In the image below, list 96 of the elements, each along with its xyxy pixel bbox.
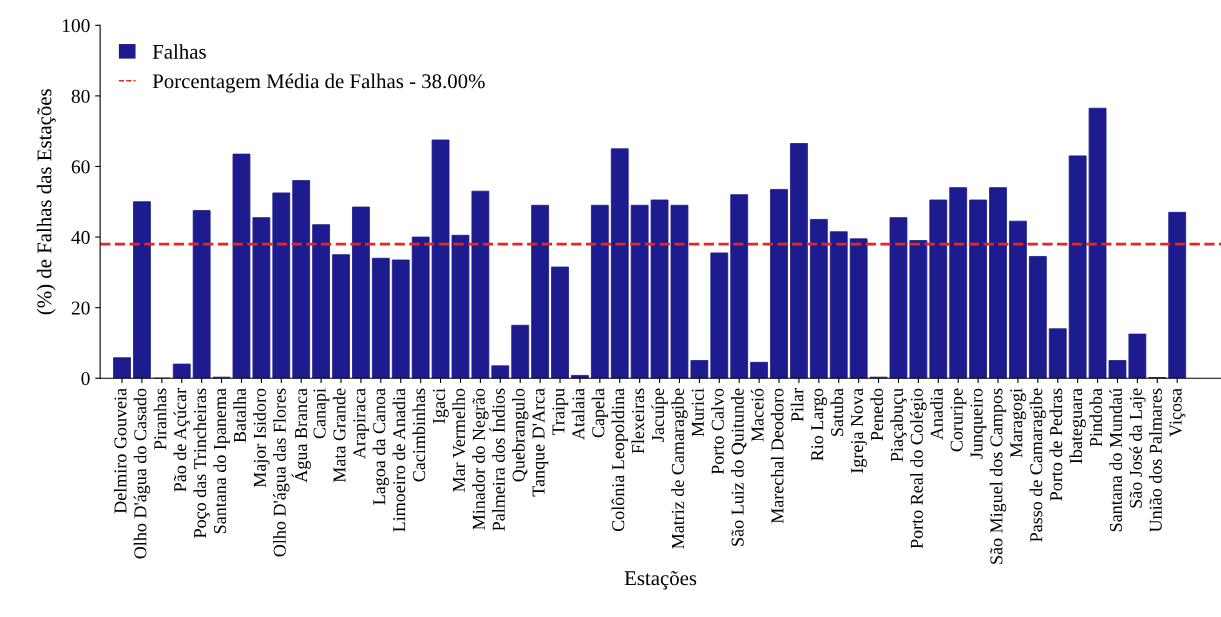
y-tick-label: 80 [71, 89, 90, 103]
x-tick-label: Santana do Ipanema [213, 388, 230, 534]
bar [750, 361, 768, 379]
x-tick-label: Minador do Negrão [472, 388, 489, 530]
x-tick-label: Pindoba [1089, 388, 1103, 447]
x-tick-label: Porto Real do Colégio [910, 388, 927, 549]
x-tick-label: Anadia [930, 388, 943, 440]
bar [531, 204, 549, 379]
x-tick-label: Delmiro Gouveia [113, 388, 127, 514]
x-tick-label: Santana do Mundaú [1109, 388, 1122, 532]
x-tick-label: Batalha [233, 388, 246, 443]
y-axis-title: (%) de Falhas das Estações [36, 89, 56, 315]
y-tick-label: 60 [71, 160, 90, 174]
bar [511, 324, 530, 379]
x-tick-label: Passo de Camaragibe [1029, 388, 1047, 542]
y-tick-label: 40 [71, 230, 90, 244]
x-tick-label: Satuba [830, 388, 844, 436]
bar [730, 194, 749, 379]
bar [292, 180, 311, 379]
bar [172, 363, 191, 379]
x-tick-label: Cacimbinhas [412, 388, 426, 482]
bar [551, 266, 569, 379]
x-tick-label: Colônia Leopoldina [611, 388, 628, 532]
bar [491, 365, 510, 379]
x-tick-label: Piranhas [153, 388, 167, 450]
legend-label: Porcentagem Média de Falhas - 38.00% [152, 73, 485, 93]
x-tick-label: Marechal Deodoro [770, 388, 784, 524]
x-tick-label: Pão de Açúcar [173, 388, 190, 492]
bar [590, 204, 609, 379]
bar [770, 188, 788, 379]
x-tick-label: Ibateguara [1069, 388, 1086, 464]
x-tick-label: Pilar [790, 388, 804, 422]
bar [929, 199, 948, 379]
x-tick-label: Mata Grande [332, 388, 346, 483]
x-tick-label: Lagoa da Canoa [372, 388, 390, 505]
bar [371, 257, 390, 379]
x-tick-label: Coruripe [950, 388, 967, 452]
x-tick-label: Flexeiras [631, 388, 645, 454]
y-tick-label: 100 [62, 19, 90, 33]
x-tick-label: Rio Largo [811, 388, 828, 461]
bar [133, 201, 151, 379]
x-tick-label: Matriz de Camaragibe [671, 388, 688, 549]
x-tick-label: Junqueiro [970, 388, 987, 459]
bar [1048, 328, 1067, 379]
y-tick-label: 20 [71, 301, 90, 315]
x-tick-label: Canapi [313, 388, 330, 439]
x-tick-label: São José da Laje [1129, 388, 1146, 508]
bar [1168, 211, 1187, 379]
x-tick-label: Limoeiro de Anadia [392, 388, 406, 532]
x-tick-label: Poço das Trincheiras [193, 388, 210, 538]
bar [710, 252, 729, 379]
x-tick-label: Penedo [870, 388, 884, 441]
x-axis-title: Estações [624, 570, 697, 590]
x-tick-label: Porto de Pedras [1049, 388, 1063, 501]
x-tick-label: Mar Vermelho [452, 388, 466, 492]
x-tick-label: Água Branca [291, 388, 311, 483]
bar [790, 143, 808, 379]
x-tick-label: Olho D'água das Flores [273, 388, 290, 557]
x-tick-label: Maceió [750, 388, 764, 442]
bar [391, 259, 410, 379]
x-tick-label: Palmeira dos Índios [489, 388, 505, 531]
x-tick-label: Major Isidoro [253, 388, 270, 488]
bar [332, 254, 350, 379]
legend-label: Falhas [152, 44, 206, 59]
x-tick-label: Piaçabuçu [890, 388, 907, 462]
x-tick-label: Igreja Nova [850, 388, 867, 474]
x-tick-label: União dos Palmares [1149, 388, 1162, 532]
bar [949, 187, 968, 379]
bar [1009, 220, 1027, 379]
x-tick-label: Quebrangulo [511, 388, 529, 482]
x-tick-label: Arapiraca [353, 388, 370, 459]
x-tick-label: Traipu [552, 388, 569, 436]
x-tick-label: Capela [591, 388, 609, 438]
bar [113, 357, 131, 379]
x-tick-label: Tanque D'Arca [532, 388, 549, 497]
bar [809, 218, 828, 379]
bar [312, 224, 330, 379]
bar [352, 206, 370, 379]
x-tick-label: São Miguel dos Campos [989, 388, 1007, 564]
bar [829, 231, 848, 379]
x-tick-label: Atalaia [571, 388, 585, 440]
bar [610, 148, 629, 379]
x-tick-label: Murici [691, 388, 704, 437]
y-tick-label: 0 [81, 372, 90, 386]
x-tick-label: Porto Calvo [711, 388, 724, 475]
x-tick-label: Maragogi [1010, 388, 1027, 458]
bar [272, 192, 291, 379]
x-tick-label: Igaci [432, 388, 449, 424]
bar [571, 374, 589, 379]
bar [1028, 256, 1047, 379]
x-tick-label: Viçosa [1169, 388, 1186, 437]
x-tick-label: Olho D'água do Casado [133, 388, 151, 559]
bar [969, 199, 987, 379]
bar [989, 187, 1007, 379]
x-tick-label: Jacuípe [651, 388, 668, 442]
x-tick-label: São Luiz do Quitunde [731, 388, 747, 546]
